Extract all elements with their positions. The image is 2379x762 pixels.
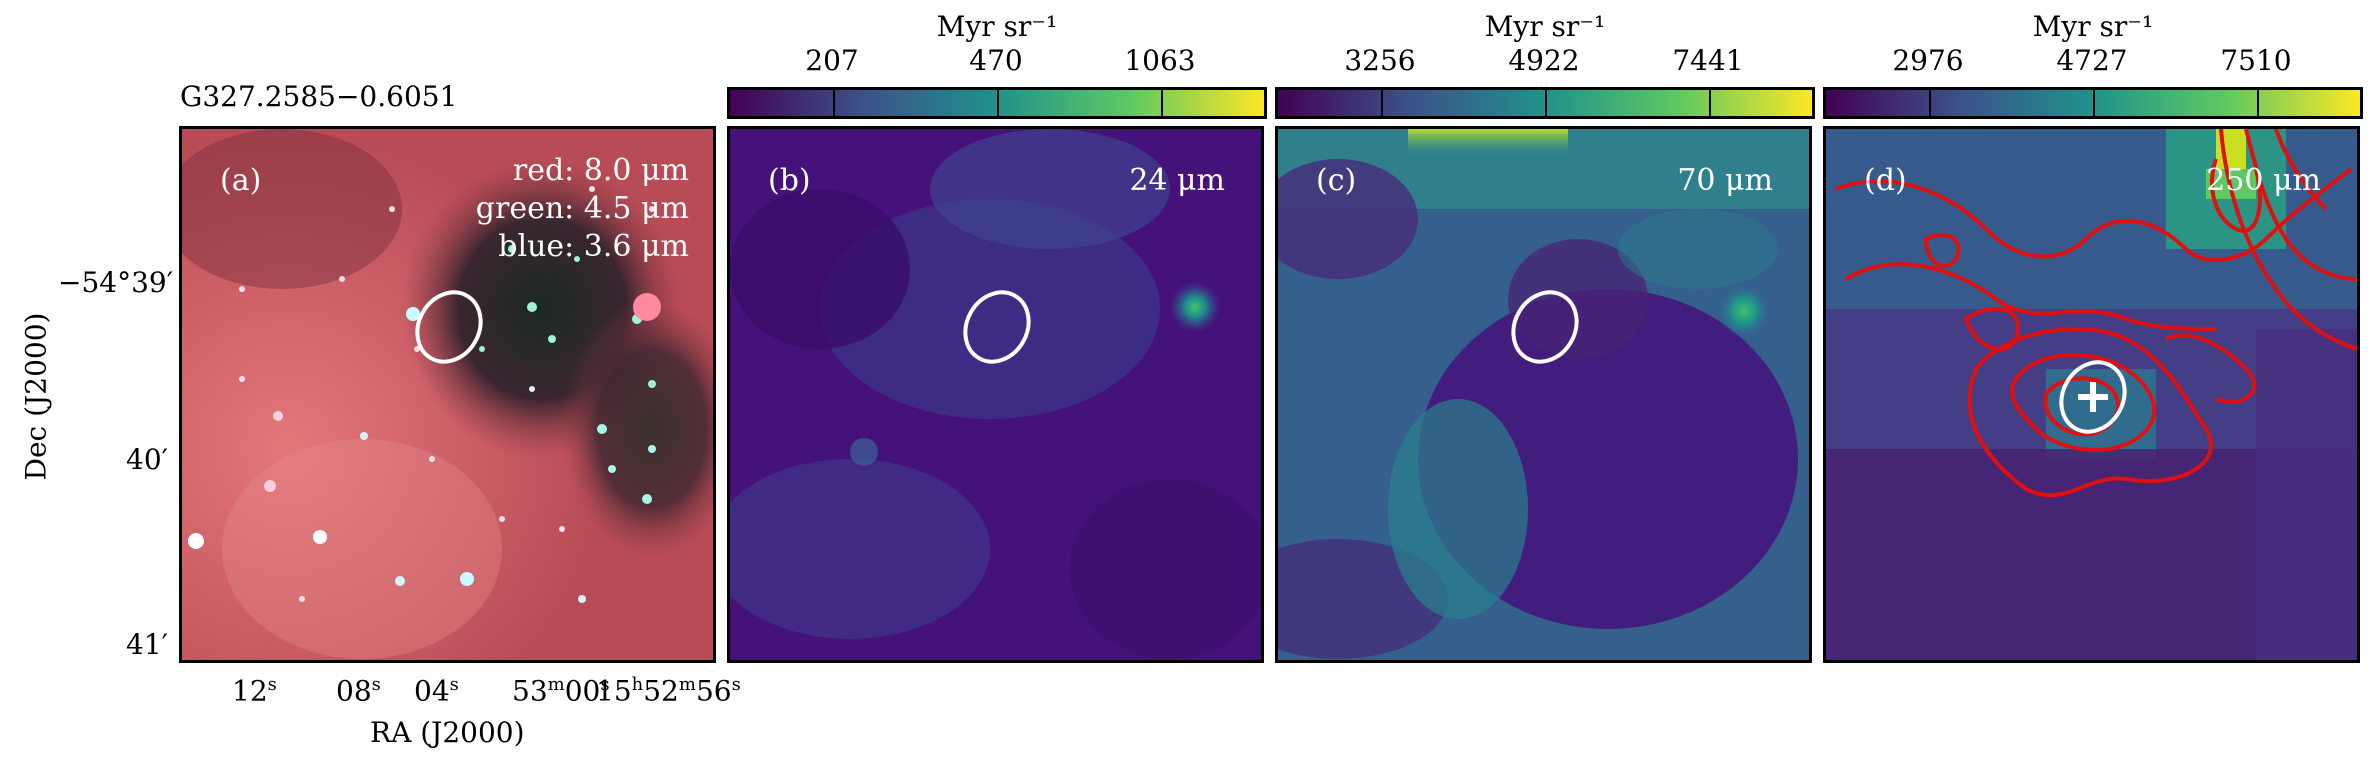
x-tick-label: 15h52m56s [596, 674, 741, 708]
colorbar-tick-label: 7510 [2220, 44, 2292, 77]
colorbar-tick-label: 4922 [1508, 44, 1580, 77]
star-point [313, 530, 327, 544]
colorbar-tick [1545, 90, 1547, 116]
star-point [188, 533, 204, 549]
star-point [559, 526, 565, 532]
star-point [649, 206, 655, 212]
panel-d-250um-image: (d) 250 μm [1823, 126, 2360, 663]
y-tick-label: −54°39′ [58, 266, 174, 299]
star-point [508, 245, 516, 253]
star-point [648, 445, 656, 453]
star-point [479, 346, 485, 352]
star-point [597, 424, 607, 434]
colorbar-tick-label: 207 [805, 44, 859, 77]
star-point [339, 276, 345, 282]
star-point [589, 186, 595, 192]
colorbar-unit-d: Myr sr⁻¹ [2032, 10, 2154, 43]
star-point [395, 576, 405, 586]
colorbar-tick [2257, 90, 2259, 116]
colorbar-c [1275, 87, 1815, 119]
star-point [642, 494, 652, 504]
colorbar-tick [1161, 90, 1163, 116]
star-point [548, 335, 556, 343]
colorbar-tick [1709, 90, 1711, 116]
star-point [429, 456, 435, 462]
y-tick-label: 40′ [126, 443, 168, 476]
colorbar-tick-label: 4727 [2056, 44, 2128, 77]
star-point [273, 411, 283, 421]
source-name: G327.2585−0.6051 [180, 80, 458, 113]
star-point [239, 286, 245, 292]
wavelength-label-b: 24 μm [1129, 163, 1225, 198]
colorbar-tick-label: 3256 [1344, 44, 1416, 77]
colorbar-d [1823, 87, 2363, 119]
panel-label-d: (d) [1864, 163, 1907, 198]
rgb-legend-green: green: 4.5 μm [475, 191, 689, 226]
star-point [574, 256, 580, 262]
colorbar-tick [1929, 90, 1931, 116]
colorbar-tick [1381, 90, 1383, 116]
colorbar-tick [997, 90, 999, 116]
x-axis-label: RA (J2000) [370, 716, 525, 749]
star-point [460, 572, 474, 586]
rgb-legend-red: red: 8.0 μm [512, 153, 689, 188]
panel-label-b: (b) [768, 163, 811, 198]
panel-b-24um-image: (b) 24 μm [727, 126, 1264, 663]
colorbar-tick-label: 1063 [1124, 44, 1196, 77]
x-tick-label: 12s [232, 674, 277, 708]
star-point [527, 302, 537, 312]
bright-red-source [633, 293, 661, 321]
x-tick-label: 04s [414, 674, 459, 708]
star-point [608, 465, 616, 473]
star-point [299, 596, 305, 602]
y-axis-label: Dec (J2000) [19, 312, 53, 481]
colorbar-tick-label: 470 [969, 44, 1023, 77]
x-tick-label: 53m00s [512, 674, 610, 708]
colorbar-tick [2093, 90, 2095, 116]
star-point [389, 206, 395, 212]
x-tick-label: 08s [336, 674, 381, 708]
rgb-legend-blue: blue: 3.6 μm [498, 229, 689, 264]
colorbar-tick-label: 2976 [1892, 44, 1964, 77]
star-point [529, 386, 535, 392]
star-point [360, 432, 368, 440]
star-point [414, 346, 420, 352]
panel-label-a: (a) [220, 163, 262, 198]
panel-label-c: (c) [1316, 163, 1357, 198]
colorbar-unit-c: Myr sr⁻¹ [1484, 10, 1606, 43]
colorbar-unit-b: Myr sr⁻¹ [936, 10, 1058, 43]
y-tick-label: 41′ [126, 628, 168, 661]
panel-c-70um-image: (c) 70 μm [1275, 126, 1812, 663]
star-point [264, 480, 276, 492]
star-point [578, 595, 586, 603]
wavelength-label-c: 70 μm [1677, 163, 1773, 198]
star-point [406, 307, 420, 321]
colorbar-tick-label: 7441 [1672, 44, 1744, 77]
star-point [499, 516, 505, 522]
colorbar-tick [833, 90, 835, 116]
panel-a-rgb-image: (a) red: 8.0 μm green: 4.5 μm blue: 3.6 … [179, 126, 716, 663]
colorbar-b [727, 87, 1267, 119]
star-point [239, 376, 245, 382]
star-point [648, 380, 656, 388]
wavelength-label-d: 250 μm [2206, 163, 2321, 198]
